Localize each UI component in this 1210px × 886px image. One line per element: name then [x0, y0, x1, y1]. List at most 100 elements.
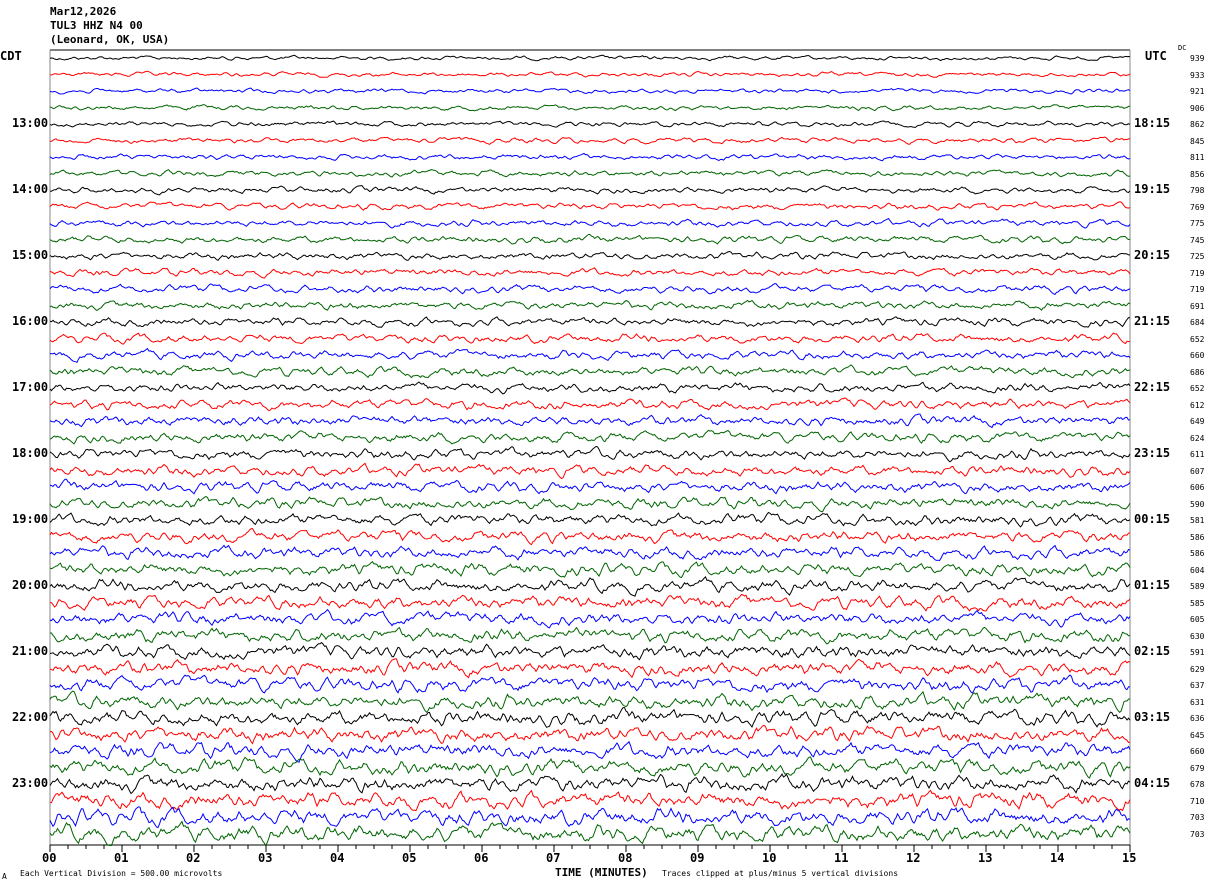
- trace-46: [49, 806, 1131, 829]
- dc-offset: 660: [1190, 747, 1205, 756]
- dc-offset: 636: [1190, 714, 1205, 723]
- dc-offset: 589: [1190, 582, 1205, 591]
- trace-34: [49, 608, 1131, 629]
- trace-40: [49, 707, 1131, 729]
- x-tick-label: 07: [546, 851, 561, 865]
- x-tick-label: 05: [402, 851, 417, 865]
- dc-offset: 798: [1190, 186, 1205, 195]
- x-tick-label: 06: [474, 851, 489, 865]
- trace-25: [49, 462, 1131, 480]
- trace-39: [49, 690, 1131, 713]
- x-tick-label: 03: [258, 851, 273, 865]
- dc-offset: 845: [1190, 136, 1205, 146]
- trace-12: [49, 250, 1130, 262]
- trace-17: [49, 332, 1131, 345]
- x-tick-label: 13: [978, 851, 993, 865]
- dc-offset: 775: [1190, 219, 1205, 228]
- dc-offset: 631: [1190, 697, 1205, 707]
- right-hour-label: 19:15: [1134, 182, 1171, 196]
- trace-19: [49, 364, 1131, 379]
- dc-offset: 645: [1190, 730, 1205, 740]
- dc-offset: 624: [1190, 433, 1205, 443]
- left-hour-label: 13:00: [12, 116, 49, 130]
- dc-offset: 719: [1190, 285, 1205, 294]
- trace-2: [49, 87, 1131, 95]
- right-hour-label: 02:15: [1134, 644, 1171, 658]
- trace-23: [49, 429, 1131, 445]
- x-tick-label: 10: [762, 851, 777, 865]
- trace-6: [49, 152, 1131, 162]
- location-label: (Leonard, OK, USA): [50, 33, 170, 46]
- scale-note: Each Vertical Division = 500.00 microvol…: [20, 869, 223, 878]
- dc-offset: 591: [1190, 648, 1205, 657]
- trace-47: [49, 820, 1131, 847]
- trace-24: [49, 445, 1131, 463]
- right-hour-label: 21:15: [1134, 314, 1171, 328]
- dc-offset: 586: [1190, 532, 1205, 542]
- trace-27: [49, 496, 1131, 513]
- x-tick-label: 14: [1050, 851, 1065, 865]
- left-hour-label: 17:00: [12, 380, 49, 394]
- trace-3: [49, 104, 1131, 112]
- station-label: TUL3 HHZ N4 00: [50, 19, 143, 32]
- trace-5: [49, 136, 1131, 145]
- trace-44: [49, 773, 1131, 795]
- dc-offset: 921: [1190, 87, 1205, 96]
- dc-offset: 590: [1190, 499, 1205, 509]
- left-timezone: CDT: [0, 49, 22, 63]
- trace-13: [49, 267, 1131, 279]
- trace-8: [49, 185, 1131, 196]
- dc-offset: 725: [1190, 252, 1205, 261]
- trace-21: [49, 397, 1131, 412]
- dc-offset: 652: [1190, 384, 1205, 393]
- trace-16: [49, 316, 1131, 328]
- trace-11: [49, 234, 1131, 245]
- right-hour-label: 18:15: [1134, 116, 1171, 130]
- left-hour-label: 20:00: [12, 578, 49, 592]
- dc-offset: 856: [1190, 169, 1205, 179]
- right-timezone: UTC: [1145, 49, 1167, 63]
- left-hour-label: 22:00: [12, 710, 49, 724]
- trace-45: [49, 789, 1131, 812]
- trace-30: [49, 544, 1131, 562]
- dc-offset: 607: [1190, 466, 1205, 476]
- right-hour-label: 20:15: [1134, 248, 1171, 262]
- dc-offset: 629: [1190, 664, 1205, 674]
- x-tick-label: 00: [42, 851, 57, 865]
- right-hour-label: 04:15: [1134, 776, 1171, 790]
- trace-26: [49, 478, 1131, 495]
- dc-offset: 745: [1190, 235, 1205, 245]
- trace-0: [49, 54, 1131, 62]
- x-tick-label: 08: [618, 851, 633, 865]
- dc-offset: 686: [1190, 367, 1205, 377]
- dc-offset: 652: [1190, 334, 1205, 344]
- dc-offset: 586: [1190, 549, 1205, 558]
- dc-offset: 611: [1190, 450, 1205, 459]
- dc-offset: 719: [1190, 268, 1205, 278]
- x-tick-label: 09: [690, 851, 705, 865]
- dc-offset: 769: [1190, 202, 1205, 212]
- dc-offset: 703: [1190, 829, 1205, 839]
- dc-offset: 581: [1190, 516, 1205, 525]
- trace-29: [49, 527, 1131, 546]
- trace-9: [49, 201, 1131, 211]
- trace-43: [49, 756, 1131, 779]
- dc-offset: 862: [1190, 120, 1205, 129]
- trace-15: [49, 299, 1131, 311]
- left-hour-label: 16:00: [12, 314, 49, 328]
- x-tick-label: 15: [1122, 851, 1137, 865]
- dc-offset: 939: [1190, 54, 1205, 63]
- trace-14: [49, 283, 1131, 296]
- trace-20: [49, 381, 1131, 395]
- right-hour-label: 01:15: [1134, 578, 1171, 592]
- dc-offset: 811: [1190, 153, 1205, 162]
- trace-7: [49, 168, 1131, 178]
- right-hour-label: 22:15: [1134, 380, 1171, 394]
- dc-offset: 605: [1190, 615, 1205, 624]
- x-tick-label: 01: [114, 851, 129, 865]
- left-hour-label: 21:00: [12, 644, 49, 658]
- trace-4: [49, 120, 1131, 128]
- right-hour-label: 03:15: [1134, 710, 1171, 724]
